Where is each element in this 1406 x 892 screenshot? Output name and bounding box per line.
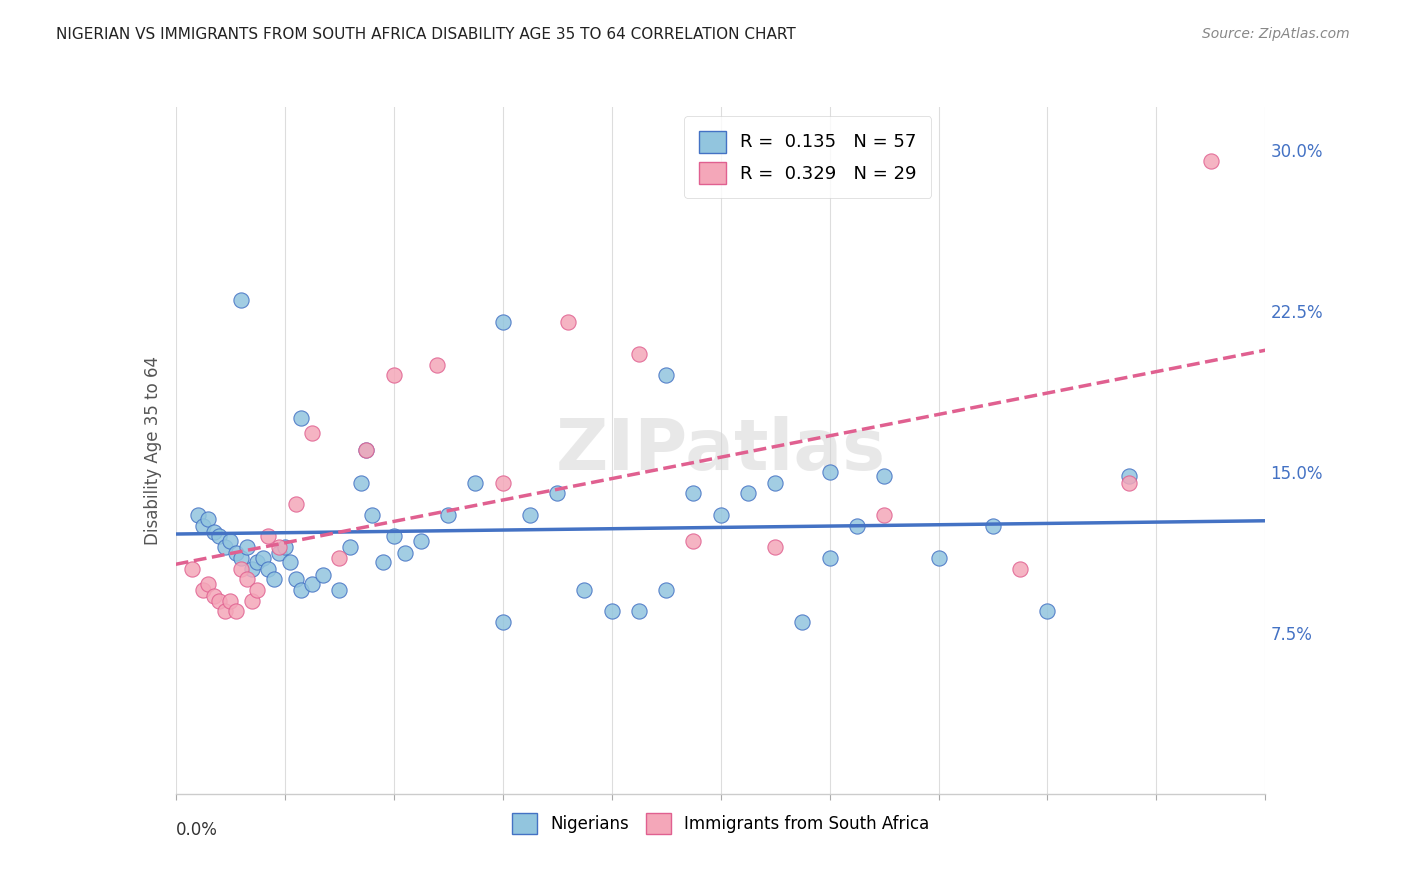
Point — [214, 604, 236, 618]
Point — [981, 518, 1004, 533]
Point — [208, 593, 231, 607]
Point — [219, 593, 242, 607]
Point — [225, 604, 247, 618]
Point — [301, 426, 323, 441]
Point — [627, 604, 650, 618]
Point — [257, 529, 280, 543]
Point — [278, 555, 301, 569]
Point — [1118, 469, 1140, 483]
Point — [792, 615, 814, 630]
Point — [214, 540, 236, 554]
Point — [328, 582, 350, 597]
Point — [873, 469, 896, 483]
Point — [225, 546, 247, 561]
Point — [274, 540, 297, 554]
Point — [360, 508, 382, 522]
Point — [269, 546, 291, 561]
Point — [426, 358, 449, 372]
Point — [202, 590, 225, 604]
Point — [818, 465, 841, 479]
Point — [219, 533, 242, 548]
Point — [284, 572, 307, 586]
Y-axis label: Disability Age 35 to 64: Disability Age 35 to 64 — [143, 356, 162, 545]
Point — [208, 529, 231, 543]
Point — [240, 561, 263, 575]
Point — [246, 582, 269, 597]
Point — [546, 486, 568, 500]
Point — [492, 475, 515, 490]
Point — [737, 486, 759, 500]
Point — [464, 475, 486, 490]
Point — [284, 497, 307, 511]
Point — [1199, 153, 1222, 168]
Point — [382, 368, 405, 383]
Point — [191, 518, 214, 533]
Point — [1010, 561, 1032, 575]
Legend: Nigerians, Immigrants from South Africa: Nigerians, Immigrants from South Africa — [505, 807, 936, 840]
Text: Source: ZipAtlas.com: Source: ZipAtlas.com — [1202, 27, 1350, 41]
Point — [263, 572, 285, 586]
Point — [231, 550, 253, 565]
Point — [382, 529, 405, 543]
Point — [1036, 604, 1059, 618]
Point — [301, 576, 323, 591]
Point — [682, 486, 704, 500]
Point — [350, 475, 373, 490]
Point — [328, 550, 350, 565]
Point — [600, 604, 623, 618]
Point — [231, 561, 253, 575]
Point — [257, 561, 280, 575]
Point — [873, 508, 896, 522]
Point — [492, 615, 515, 630]
Point — [290, 411, 312, 425]
Point — [574, 582, 596, 597]
Point — [409, 533, 432, 548]
Point — [710, 508, 733, 522]
Point — [928, 550, 950, 565]
Point — [356, 443, 378, 458]
Point — [437, 508, 460, 522]
Text: 0.0%: 0.0% — [176, 822, 218, 839]
Point — [519, 508, 541, 522]
Point — [191, 582, 214, 597]
Point — [682, 533, 704, 548]
Point — [235, 572, 257, 586]
Point — [235, 540, 257, 554]
Point — [371, 555, 394, 569]
Point — [557, 315, 579, 329]
Point — [202, 524, 225, 539]
Point — [763, 540, 786, 554]
Point — [818, 550, 841, 565]
Point — [269, 540, 291, 554]
Point — [845, 518, 868, 533]
Point — [231, 293, 253, 308]
Point — [627, 347, 650, 361]
Text: NIGERIAN VS IMMIGRANTS FROM SOUTH AFRICA DISABILITY AGE 35 TO 64 CORRELATION CHA: NIGERIAN VS IMMIGRANTS FROM SOUTH AFRICA… — [56, 27, 796, 42]
Point — [339, 540, 361, 554]
Text: ZIPatlas: ZIPatlas — [555, 416, 886, 485]
Point — [240, 593, 263, 607]
Point — [186, 508, 209, 522]
Point — [252, 550, 274, 565]
Point — [356, 443, 378, 458]
Point — [492, 315, 515, 329]
Point — [1118, 475, 1140, 490]
Point — [655, 582, 678, 597]
Point — [246, 555, 269, 569]
Point — [197, 576, 219, 591]
Point — [394, 546, 416, 561]
Point — [181, 561, 204, 575]
Point — [655, 368, 678, 383]
Point — [312, 568, 335, 582]
Point — [290, 582, 312, 597]
Point — [763, 475, 786, 490]
Point — [197, 512, 219, 526]
